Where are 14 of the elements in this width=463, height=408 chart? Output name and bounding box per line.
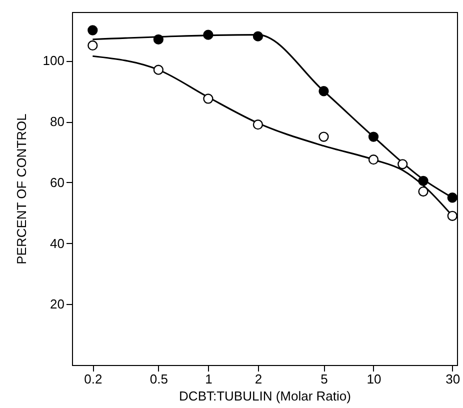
x-tick-label: 10 bbox=[366, 372, 382, 386]
x-tick-label: 0.5 bbox=[150, 372, 168, 386]
x-tick-label: 30 bbox=[446, 372, 460, 386]
y-tick-label: 40 bbox=[50, 236, 64, 251]
x-tick-label: 1 bbox=[205, 372, 212, 386]
x-tick-label: 5 bbox=[320, 372, 328, 386]
x-tick-label: 2 bbox=[254, 372, 262, 386]
y-tick-label: 60 bbox=[50, 174, 64, 190]
y-tick-label: 100 bbox=[42, 53, 64, 68]
x-axis-title: DCBT:TUBULIN (Molar Ratio) bbox=[179, 388, 351, 404]
x-tick-label: 0.2 bbox=[84, 372, 102, 386]
y-axis-title: PERCENT OF CONTROL bbox=[14, 114, 29, 264]
y-tick-label: 20 bbox=[50, 296, 64, 312]
y-tick-label: 80 bbox=[50, 114, 64, 130]
